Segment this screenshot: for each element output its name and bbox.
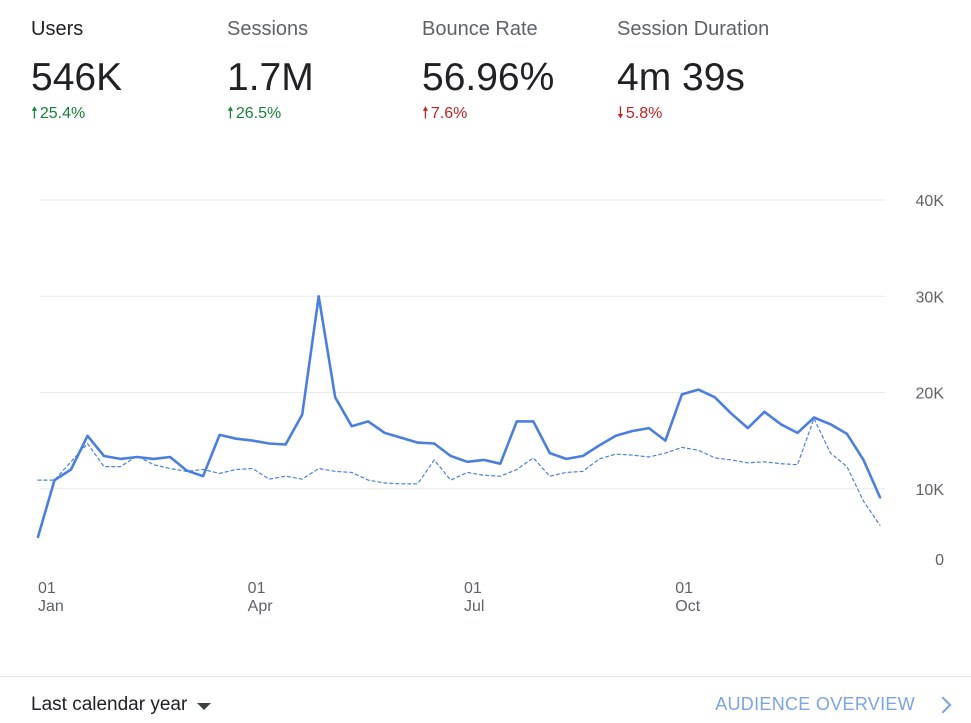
y-tick-label: 0 [935, 552, 944, 569]
metric-change-value: 5.8% [625, 105, 663, 122]
x-tick-day: 01 [675, 580, 693, 597]
metric-bounce-rate[interactable]: Bounce Rate 56.96% 🠕 7.6% [422, 16, 612, 124]
x-tick-day: 01 [38, 580, 56, 597]
metric-users[interactable]: Users 546K 🠕 25.4% [31, 16, 221, 124]
metric-value: 546K [31, 56, 123, 99]
arrow-down-icon: 🠗 [617, 105, 624, 122]
footer-divider [0, 676, 971, 677]
metric-change-value: 26.5% [235, 105, 282, 122]
metric-label: Users [31, 18, 84, 40]
x-tick-month: Oct [675, 598, 700, 615]
metric-change: 🠕 26.5% [227, 104, 417, 124]
arrow-up-icon: 🠕 [422, 105, 429, 122]
metric-change: 🠕 25.4% [31, 104, 221, 124]
arrow-up-icon: 🠕 [31, 105, 38, 122]
metric-value: 4m 39s [617, 56, 745, 99]
y-tick-label: 10K [916, 482, 945, 499]
y-axis: 40K 30K 20K 10K 0 [916, 193, 945, 569]
audience-overview-label: AUDIENCE OVERVIEW [715, 694, 915, 714]
x-tick-day: 01 [464, 580, 482, 597]
metric-sessions[interactable]: Sessions 1.7M 🠕 26.5% [227, 16, 417, 124]
date-range-label: Last calendar year [31, 694, 188, 715]
metric-change: 🠗 5.8% [617, 104, 807, 124]
series-line-current [36, 294, 882, 539]
chart-series [36, 294, 882, 539]
audience-overview-link[interactable]: AUDIENCE OVERVIEW [715, 694, 952, 715]
metric-value: 56.96% [422, 56, 555, 99]
chevron-right-icon [934, 696, 952, 713]
metric-label: Session Duration [617, 18, 770, 40]
x-tick-month: Jul [464, 598, 484, 615]
series-line-previous [37, 417, 881, 526]
metric-change-value: 25.4% [39, 105, 86, 122]
metric-label: Bounce Rate [422, 18, 538, 40]
metric-session-duration[interactable]: Session Duration 4m 39s 🠗 5.8% [617, 16, 807, 124]
caret-down-icon [197, 702, 212, 710]
y-tick-label: 20K [916, 386, 945, 403]
x-tick-month: Apr [248, 598, 274, 615]
arrow-up-icon: 🠕 [227, 105, 234, 122]
date-range-dropdown[interactable]: Last calendar year [31, 694, 212, 716]
metric-change-value: 7.6% [430, 105, 468, 122]
metric-change: 🠕 7.6% [422, 104, 612, 124]
y-tick-label: 40K [916, 193, 945, 210]
metric-label: Sessions [227, 18, 309, 40]
y-tick-label: 30K [916, 289, 945, 306]
chart-grid [40, 199, 885, 490]
metric-value: 1.7M [227, 56, 314, 99]
x-tick-day: 01 [248, 580, 266, 597]
x-tick-month: Jan [38, 598, 64, 615]
